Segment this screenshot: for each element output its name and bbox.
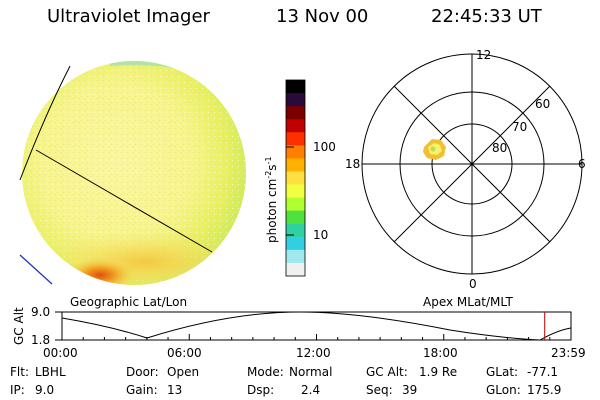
timeline-y-bottom: 1.8 [31, 333, 51, 347]
glat-value: -77.1 [527, 365, 559, 379]
timeline-right-label: Apex MLat/MLT [423, 295, 513, 309]
glon-value: 175.9 [527, 383, 562, 397]
colorbar [285, 79, 306, 277]
colorbar-band [286, 106, 305, 120]
timeline-tick-label: 23:59 [551, 346, 586, 360]
colorbar-band [286, 223, 305, 238]
ip-value: 9.0 [35, 383, 55, 397]
timeline-tick-label: 12:00 [296, 346, 331, 360]
ip-label: IP: [10, 383, 25, 397]
colorbar-tick-10: 10 [313, 228, 329, 242]
gc-alt-label: GC Alt: [366, 365, 408, 379]
earth-image [19, 61, 246, 285]
polar-label-80: 80 [492, 141, 508, 155]
colorbar-band [286, 171, 305, 186]
colorbar-unit-label: photon cm-2s-1 [264, 156, 279, 243]
door-value: Open [167, 365, 200, 379]
polar-label-0: 0 [469, 277, 477, 291]
glon-label: GLon: [486, 383, 521, 397]
filter-value: LBHL [35, 365, 66, 379]
timeline [55, 311, 572, 341]
timeline-tick-label: 06:00 [167, 346, 202, 360]
timeline-axis-title: GC Alt [12, 307, 26, 345]
gain-label: Gain: [126, 383, 158, 397]
colorbar-band [286, 80, 305, 94]
polar-plot [361, 53, 583, 275]
timeline-left-label: Geographic Lat/Lon [70, 295, 188, 309]
seq-value: 39 [402, 383, 418, 397]
polar-label-6: 6 [578, 157, 586, 171]
timeline-tick-label: 00:00 [43, 346, 78, 360]
colorbar-band [286, 119, 305, 133]
polar-label-70: 70 [512, 120, 528, 134]
dsp-value: 2.4 [301, 383, 321, 397]
colorbar-tick-100: 100 [313, 140, 336, 154]
gain-value: 13 [167, 383, 183, 397]
glat-label: GLat: [486, 365, 519, 379]
colorbar-band [286, 132, 305, 146]
colorbar-band [286, 262, 305, 277]
time-label: 22:45:33 UT [431, 6, 542, 27]
polar-label-18: 18 [345, 157, 361, 171]
colorbar-band [286, 158, 305, 172]
date-label: 13 Nov 00 [276, 6, 369, 27]
seq-label: Seq: [366, 383, 393, 397]
instrument-title: Ultraviolet Imager [47, 6, 210, 27]
timeline-y-top: 9.0 [31, 305, 51, 319]
gc-alt-value: 1.9 Re [419, 365, 458, 379]
mode-value: Normal [289, 365, 333, 379]
colorbar-band [286, 184, 305, 199]
colorbar-band [286, 210, 305, 225]
colorbar-band [286, 197, 305, 212]
colorbar-band [286, 236, 305, 251]
polar-label-60: 60 [535, 97, 551, 111]
door-label: Door: [126, 365, 159, 379]
colorbar-band [286, 145, 305, 159]
timeline-tick-label: 18:00 [423, 346, 458, 360]
mode-label: Mode: [247, 365, 284, 379]
filter-label: Flt: [10, 365, 29, 379]
polar-label-12: 12 [476, 48, 492, 62]
dsp-label: Dsp: [247, 383, 275, 397]
colorbar-band [286, 93, 305, 107]
polar-emission-patch [423, 139, 446, 160]
colorbar-band [286, 249, 305, 264]
